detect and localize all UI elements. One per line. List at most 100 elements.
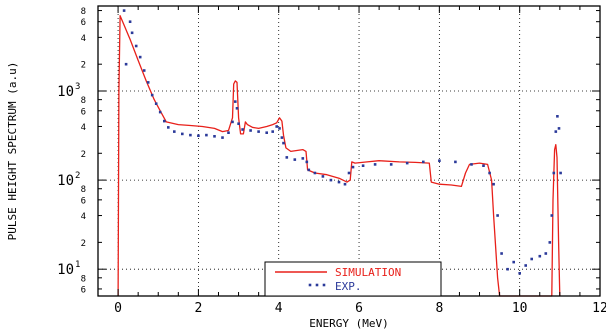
experiment-point bbox=[278, 127, 281, 130]
experiment-point bbox=[556, 115, 559, 118]
y-minor-tick-label: 4 bbox=[81, 212, 86, 222]
experiment-point bbox=[282, 141, 285, 145]
experiment-point bbox=[241, 128, 244, 131]
experiment-point bbox=[347, 171, 351, 175]
experiment-point bbox=[500, 252, 503, 255]
y-axis-label: PULSE HEIGHT SPECTRUM (a.u) bbox=[6, 62, 19, 241]
plot-frame bbox=[97, 5, 601, 297]
y-minor-tick-label: 8 bbox=[81, 185, 86, 195]
experiment-point bbox=[257, 130, 260, 133]
experiment-point bbox=[213, 135, 216, 138]
experiment-point bbox=[181, 132, 184, 136]
experiment-point bbox=[488, 171, 491, 175]
x-axis-label: ENERGY (MeV) bbox=[309, 317, 388, 330]
legend-experiment-marker bbox=[308, 283, 312, 287]
experiment-point bbox=[524, 264, 527, 267]
y-minor-tick-label: 8 bbox=[81, 7, 86, 17]
experiment-point bbox=[142, 69, 146, 72]
y-minor-tick-label: 2 bbox=[81, 239, 86, 249]
experiment-point bbox=[227, 131, 230, 134]
experiment-point bbox=[559, 171, 562, 175]
x-tick-label: 0 bbox=[114, 301, 122, 316]
experiment-point bbox=[554, 130, 558, 133]
experiment-point bbox=[150, 93, 154, 97]
experiment-point bbox=[275, 125, 278, 128]
y-minor-tick-label: 2 bbox=[81, 150, 86, 160]
legend-box bbox=[264, 261, 442, 297]
y-minor-tick-label: 2 bbox=[81, 61, 86, 71]
y-minor-tick-label: 8 bbox=[81, 274, 86, 284]
experiment-point bbox=[550, 214, 554, 217]
x-tick-label: 4 bbox=[275, 301, 283, 316]
experiment-point bbox=[492, 182, 495, 186]
experiment-point bbox=[167, 126, 170, 129]
experiment-point bbox=[506, 267, 509, 271]
experiment-point bbox=[337, 180, 341, 184]
experiment-point bbox=[373, 163, 377, 166]
experiment-point bbox=[482, 164, 485, 167]
experiment-point bbox=[512, 260, 515, 264]
y-tick-label: 10 bbox=[57, 173, 74, 189]
y-minor-tick-label: 6 bbox=[81, 18, 86, 28]
y-minor-tick-label: 6 bbox=[81, 107, 86, 117]
experiment-point bbox=[405, 161, 409, 165]
experiment-point bbox=[249, 129, 252, 132]
x-tick-label: 12 bbox=[592, 301, 606, 316]
experiment-point bbox=[128, 20, 132, 23]
experiment-point bbox=[158, 110, 162, 114]
experiment-point bbox=[329, 178, 333, 182]
experiment-point bbox=[496, 214, 499, 217]
y-minor-tick-label: 6 bbox=[81, 285, 86, 295]
legend-simulation-label: SIMULATION bbox=[335, 266, 401, 279]
experiment-point bbox=[361, 164, 365, 167]
y-minor-tick-label: 8 bbox=[81, 96, 86, 106]
experiment-point bbox=[163, 119, 166, 123]
y-minor-tick-label: 4 bbox=[81, 34, 86, 44]
legend-experiment-marker bbox=[315, 283, 319, 287]
experiment-point bbox=[307, 168, 311, 172]
legend-experiment-marker bbox=[322, 283, 326, 287]
experiment-point bbox=[221, 136, 224, 139]
experiment-point bbox=[544, 252, 548, 255]
experiment-point bbox=[518, 272, 521, 275]
y-minor-tick-label: 4 bbox=[81, 123, 86, 133]
experiment-point bbox=[313, 171, 317, 175]
experiment-point bbox=[122, 9, 126, 12]
grid bbox=[98, 6, 600, 296]
experiment-point bbox=[205, 133, 208, 137]
experiment-point bbox=[389, 163, 393, 166]
experiment-point bbox=[231, 120, 234, 124]
experiment-point bbox=[197, 134, 200, 137]
experiment-point bbox=[552, 171, 556, 175]
y-tick-exponent: 2 bbox=[75, 171, 80, 181]
experiment-point bbox=[234, 100, 237, 103]
experiment-point bbox=[538, 254, 542, 258]
legend-experiment-swatch bbox=[308, 283, 326, 287]
experiment-point bbox=[305, 160, 309, 164]
experiment-point bbox=[130, 31, 134, 35]
legend-experiment-label: EXP. bbox=[335, 280, 362, 293]
x-tick-label: 8 bbox=[435, 301, 443, 316]
experiment-point bbox=[301, 157, 305, 160]
experiment-point bbox=[138, 55, 142, 59]
experiment-point bbox=[237, 122, 240, 125]
experiment-point bbox=[470, 163, 473, 166]
y-minor-tick-label: 6 bbox=[81, 196, 86, 206]
experiment-point bbox=[530, 257, 533, 261]
experiment-point bbox=[285, 156, 289, 159]
experiment-point bbox=[422, 160, 425, 164]
experiment-point bbox=[438, 159, 441, 162]
x-tick-label: 2 bbox=[194, 301, 202, 316]
experiment-point bbox=[557, 127, 561, 130]
experiment-point bbox=[173, 130, 176, 133]
experiment-point bbox=[235, 107, 239, 110]
y-tick-exponent: 1 bbox=[75, 260, 80, 270]
experiment-point bbox=[293, 158, 297, 161]
experiment-point bbox=[454, 160, 457, 164]
experiment-point bbox=[154, 102, 158, 105]
experiment-point bbox=[343, 182, 347, 186]
experiment-point bbox=[265, 131, 268, 134]
experiment-point bbox=[271, 130, 274, 133]
